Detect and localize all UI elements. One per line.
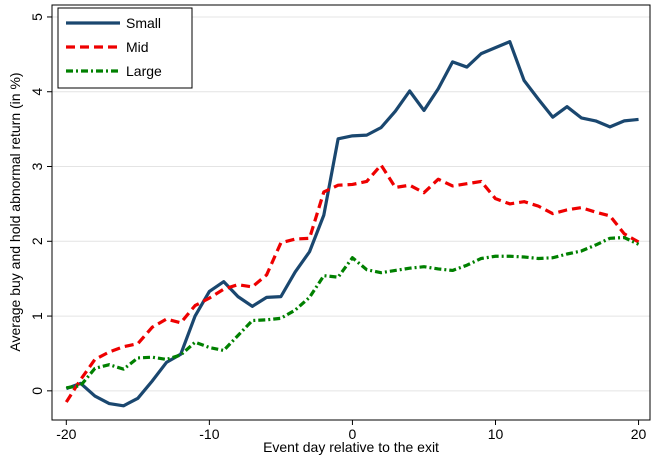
x-tick-label: 0 xyxy=(349,426,357,442)
x-tick-label: -20 xyxy=(56,426,76,442)
x-tick-label: 10 xyxy=(488,426,504,442)
legend-box xyxy=(57,7,193,89)
y-tick-label: 5 xyxy=(29,13,45,21)
series-line xyxy=(66,235,640,390)
y-tick-label: 0 xyxy=(29,387,45,395)
legend-label: Small xyxy=(126,15,161,31)
y-axis-title: Average buy and hold abnormal return (in… xyxy=(7,72,23,351)
x-axis-title: Event day relative to the exit xyxy=(263,439,439,455)
series-line xyxy=(65,40,639,408)
y-tick-label: 3 xyxy=(29,162,45,170)
legend-label: Large xyxy=(126,63,162,79)
x-tick-label: 20 xyxy=(631,426,647,442)
x-tick-label: -10 xyxy=(199,426,219,442)
legend-label: Mid xyxy=(126,39,149,55)
plot-frame xyxy=(51,4,651,421)
series-line xyxy=(64,163,640,403)
y-tick-label: 4 xyxy=(29,88,45,96)
y-tick-label: 2 xyxy=(29,237,45,245)
y-tick-label: 1 xyxy=(29,312,45,320)
